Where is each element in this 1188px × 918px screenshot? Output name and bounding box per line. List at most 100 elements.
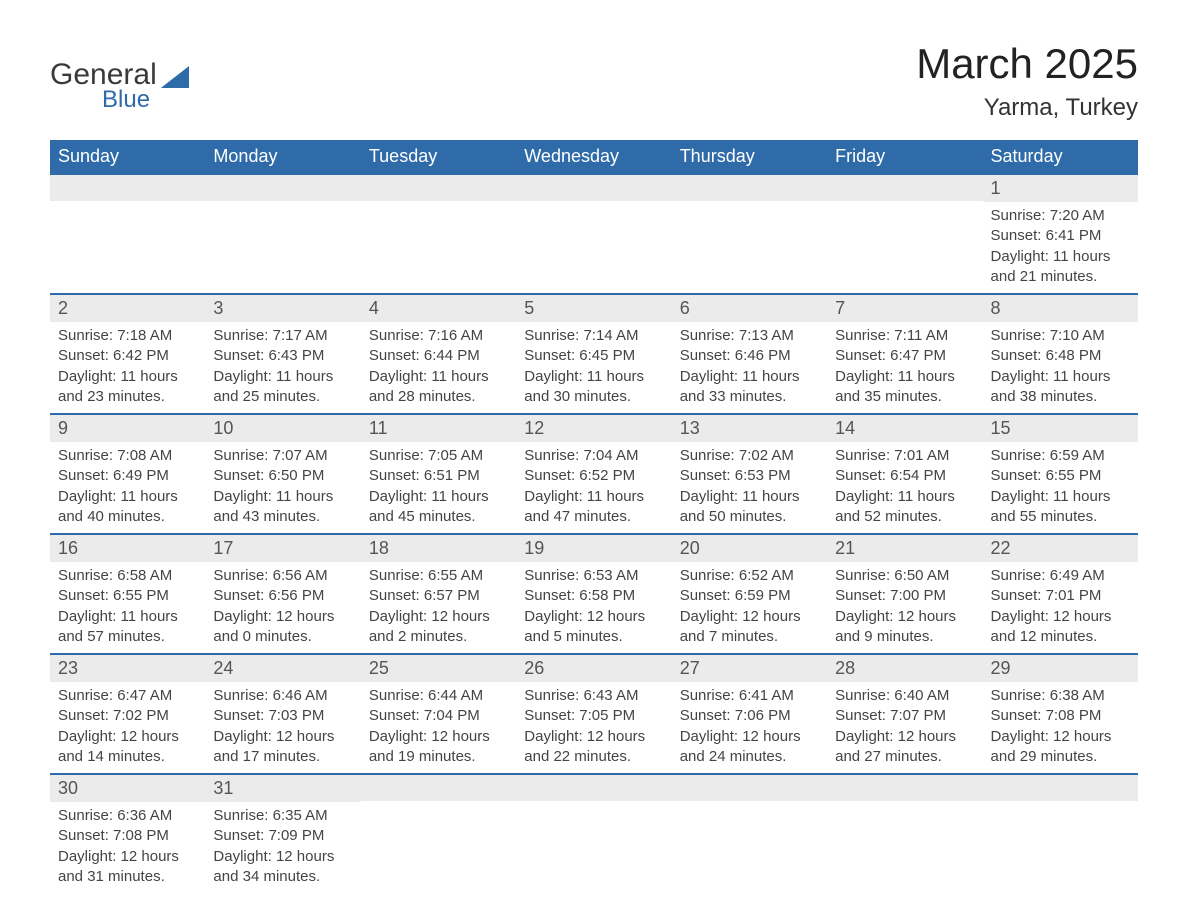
sunrise-line: Sunrise: 6:46 AM	[213, 686, 352, 706]
empty-day-number	[516, 775, 671, 801]
daylight-line: Daylight: 11 hours and 21 minutes.	[991, 247, 1130, 288]
sunrise-line: Sunrise: 6:53 AM	[524, 566, 663, 586]
day-body: Sunrise: 7:14 AMSunset: 6:45 PMDaylight:…	[516, 322, 671, 413]
sunrise-line: Sunrise: 7:16 AM	[369, 326, 508, 346]
sunrise-line: Sunrise: 7:02 AM	[680, 446, 819, 466]
day-number: 26	[516, 655, 671, 682]
day-body: Sunrise: 7:17 AMSunset: 6:43 PMDaylight:…	[205, 322, 360, 413]
day-cell: 4Sunrise: 7:16 AMSunset: 6:44 PMDaylight…	[361, 294, 516, 414]
day-cell: 23Sunrise: 6:47 AMSunset: 7:02 PMDayligh…	[50, 654, 205, 774]
day-cell	[516, 774, 671, 893]
month-title: March 2025	[916, 40, 1138, 88]
daylight-line: Daylight: 12 hours and 2 minutes.	[369, 607, 508, 648]
day-body: Sunrise: 6:49 AMSunset: 7:01 PMDaylight:…	[983, 562, 1138, 653]
sunrise-line: Sunrise: 7:04 AM	[524, 446, 663, 466]
empty-day-number	[205, 175, 360, 201]
sunrise-line: Sunrise: 7:05 AM	[369, 446, 508, 466]
sunrise-line: Sunrise: 7:14 AM	[524, 326, 663, 346]
day-cell	[205, 174, 360, 294]
sunrise-line: Sunrise: 6:58 AM	[58, 566, 197, 586]
day-cell	[827, 774, 982, 893]
daylight-line: Daylight: 12 hours and 31 minutes.	[58, 847, 197, 888]
empty-day-number	[983, 775, 1138, 801]
sunset-line: Sunset: 6:50 PM	[213, 466, 352, 486]
day-body: Sunrise: 6:58 AMSunset: 6:55 PMDaylight:…	[50, 562, 205, 653]
daylight-line: Daylight: 12 hours and 14 minutes.	[58, 727, 197, 768]
daylight-line: Daylight: 12 hours and 29 minutes.	[991, 727, 1130, 768]
daylight-line: Daylight: 11 hours and 38 minutes.	[991, 367, 1130, 408]
day-number: 28	[827, 655, 982, 682]
day-body: Sunrise: 6:36 AMSunset: 7:08 PMDaylight:…	[50, 802, 205, 893]
daylight-line: Daylight: 12 hours and 12 minutes.	[991, 607, 1130, 648]
sunrise-line: Sunrise: 7:18 AM	[58, 326, 197, 346]
week-row: 30Sunrise: 6:36 AMSunset: 7:08 PMDayligh…	[50, 774, 1138, 893]
empty-day-number	[516, 175, 671, 201]
day-cell	[983, 774, 1138, 893]
day-cell: 8Sunrise: 7:10 AMSunset: 6:48 PMDaylight…	[983, 294, 1138, 414]
day-cell: 31Sunrise: 6:35 AMSunset: 7:09 PMDayligh…	[205, 774, 360, 893]
daylight-line: Daylight: 11 hours and 50 minutes.	[680, 487, 819, 528]
day-body: Sunrise: 6:53 AMSunset: 6:58 PMDaylight:…	[516, 562, 671, 653]
sunrise-line: Sunrise: 6:44 AM	[369, 686, 508, 706]
daylight-line: Daylight: 12 hours and 5 minutes.	[524, 607, 663, 648]
daylight-line: Daylight: 12 hours and 17 minutes.	[213, 727, 352, 768]
daylight-line: Daylight: 11 hours and 28 minutes.	[369, 367, 508, 408]
day-cell: 27Sunrise: 6:41 AMSunset: 7:06 PMDayligh…	[672, 654, 827, 774]
daylight-line: Daylight: 12 hours and 0 minutes.	[213, 607, 352, 648]
sunrise-line: Sunrise: 6:35 AM	[213, 806, 352, 826]
empty-day-number	[361, 175, 516, 201]
day-cell: 7Sunrise: 7:11 AMSunset: 6:47 PMDaylight…	[827, 294, 982, 414]
sunrise-line: Sunrise: 7:10 AM	[991, 326, 1130, 346]
day-body: Sunrise: 6:46 AMSunset: 7:03 PMDaylight:…	[205, 682, 360, 773]
sunrise-line: Sunrise: 6:47 AM	[58, 686, 197, 706]
day-number: 7	[827, 295, 982, 322]
sunrise-line: Sunrise: 7:08 AM	[58, 446, 197, 466]
logo-triangle-icon	[161, 66, 189, 88]
day-body: Sunrise: 7:10 AMSunset: 6:48 PMDaylight:…	[983, 322, 1138, 413]
day-cell: 1Sunrise: 7:20 AMSunset: 6:41 PMDaylight…	[983, 174, 1138, 294]
day-number: 19	[516, 535, 671, 562]
day-body: Sunrise: 7:11 AMSunset: 6:47 PMDaylight:…	[827, 322, 982, 413]
sunset-line: Sunset: 6:55 PM	[991, 466, 1130, 486]
day-cell	[827, 174, 982, 294]
sunset-line: Sunset: 6:42 PM	[58, 346, 197, 366]
day-body: Sunrise: 6:56 AMSunset: 6:56 PMDaylight:…	[205, 562, 360, 653]
day-number: 10	[205, 415, 360, 442]
day-cell: 21Sunrise: 6:50 AMSunset: 7:00 PMDayligh…	[827, 534, 982, 654]
day-cell: 12Sunrise: 7:04 AMSunset: 6:52 PMDayligh…	[516, 414, 671, 534]
day-number: 27	[672, 655, 827, 682]
day-number: 29	[983, 655, 1138, 682]
day-cell: 2Sunrise: 7:18 AMSunset: 6:42 PMDaylight…	[50, 294, 205, 414]
day-cell: 18Sunrise: 6:55 AMSunset: 6:57 PMDayligh…	[361, 534, 516, 654]
sunset-line: Sunset: 7:05 PM	[524, 706, 663, 726]
day-cell: 11Sunrise: 7:05 AMSunset: 6:51 PMDayligh…	[361, 414, 516, 534]
sunrise-line: Sunrise: 6:43 AM	[524, 686, 663, 706]
day-number: 8	[983, 295, 1138, 322]
day-number: 4	[361, 295, 516, 322]
daylight-line: Daylight: 11 hours and 25 minutes.	[213, 367, 352, 408]
day-number: 18	[361, 535, 516, 562]
day-body: Sunrise: 7:13 AMSunset: 6:46 PMDaylight:…	[672, 322, 827, 413]
day-cell	[50, 174, 205, 294]
day-cell: 6Sunrise: 7:13 AMSunset: 6:46 PMDaylight…	[672, 294, 827, 414]
sunrise-line: Sunrise: 6:52 AM	[680, 566, 819, 586]
day-body: Sunrise: 6:50 AMSunset: 7:00 PMDaylight:…	[827, 562, 982, 653]
day-cell: 28Sunrise: 6:40 AMSunset: 7:07 PMDayligh…	[827, 654, 982, 774]
day-body: Sunrise: 6:52 AMSunset: 6:59 PMDaylight:…	[672, 562, 827, 653]
sunset-line: Sunset: 7:01 PM	[991, 586, 1130, 606]
day-number: 2	[50, 295, 205, 322]
sunset-line: Sunset: 7:06 PM	[680, 706, 819, 726]
day-number: 23	[50, 655, 205, 682]
day-cell	[672, 774, 827, 893]
day-body: Sunrise: 6:38 AMSunset: 7:08 PMDaylight:…	[983, 682, 1138, 773]
day-number: 30	[50, 775, 205, 802]
daylight-line: Daylight: 11 hours and 45 minutes.	[369, 487, 508, 528]
sunset-line: Sunset: 6:57 PM	[369, 586, 508, 606]
day-body: Sunrise: 7:05 AMSunset: 6:51 PMDaylight:…	[361, 442, 516, 533]
sunset-line: Sunset: 6:41 PM	[991, 226, 1130, 246]
day-number: 15	[983, 415, 1138, 442]
day-cell: 5Sunrise: 7:14 AMSunset: 6:45 PMDaylight…	[516, 294, 671, 414]
sunset-line: Sunset: 7:07 PM	[835, 706, 974, 726]
sunrise-line: Sunrise: 7:13 AM	[680, 326, 819, 346]
sunset-line: Sunset: 6:52 PM	[524, 466, 663, 486]
